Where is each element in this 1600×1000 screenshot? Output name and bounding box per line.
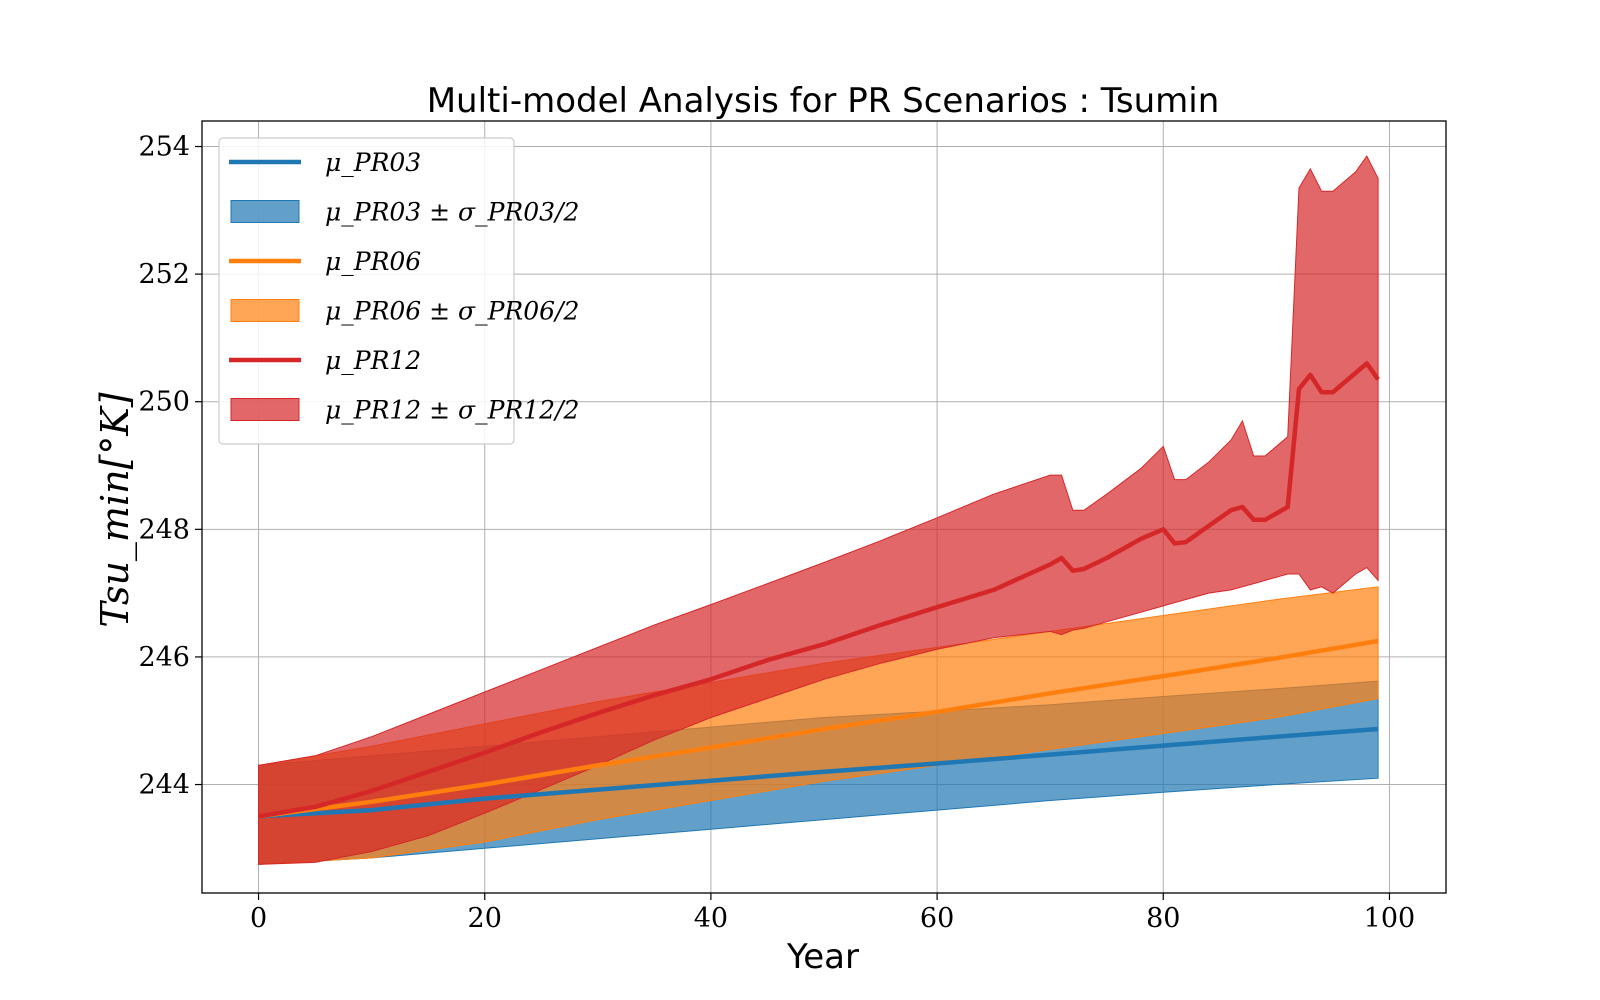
legend-label: μ_PR12 <box>325 346 421 375</box>
line-μ_PR12 <box>258 361 1380 819</box>
x-axis-label: Year <box>786 937 859 977</box>
mean-lines <box>258 361 1380 819</box>
legend-band-swatch <box>230 200 300 223</box>
line-μ_PR03 <box>258 726 1379 819</box>
x-tick-label: 80 <box>1146 903 1180 934</box>
line-μ_PR06 <box>258 638 1379 819</box>
chart-title: Multi-model Analysis for PR Scenarios : … <box>427 81 1220 121</box>
y-tick-label: 248 <box>138 514 190 545</box>
y-tick-label: 244 <box>138 770 190 801</box>
y-tick-label: 246 <box>138 642 190 673</box>
y-tick-label: 252 <box>138 259 190 290</box>
legend-label: μ_PR06 ± σ_PR06/2 <box>325 297 579 326</box>
y-axis-label: Tsu_min[°K] <box>93 392 138 627</box>
y-tick-label: 254 <box>138 132 190 163</box>
x-tick-label: 0 <box>250 903 267 934</box>
legend-label: μ_PR03 ± σ_PR03/2 <box>325 198 579 227</box>
legend: μ_PR03 μ_PR03 ± σ_PR03/2 μ_PR06 μ_PR06 ± σ_… <box>218 137 579 445</box>
plot-frame <box>201 120 1447 894</box>
legend-label: μ_PR12 ± σ_PR12/2 <box>325 396 579 425</box>
x-tick-label: 40 <box>694 903 728 934</box>
y-tick-label: 250 <box>138 387 190 418</box>
legend-label: μ_PR03 <box>325 148 421 177</box>
x-tick-label: 20 <box>468 903 502 934</box>
band-μ_PR12 <box>258 155 1379 865</box>
x-tick-label: 100 <box>1364 903 1416 934</box>
axes <box>201 120 1447 894</box>
x-tick-label: 60 <box>920 903 954 934</box>
legend-band-swatch <box>230 299 300 322</box>
legend-label: μ_PR06 <box>325 247 421 276</box>
legend-band-swatch <box>230 398 300 421</box>
tick-labels: 0 20 40 60 80 100 244 246 248 250 252 254 <box>138 132 1415 934</box>
